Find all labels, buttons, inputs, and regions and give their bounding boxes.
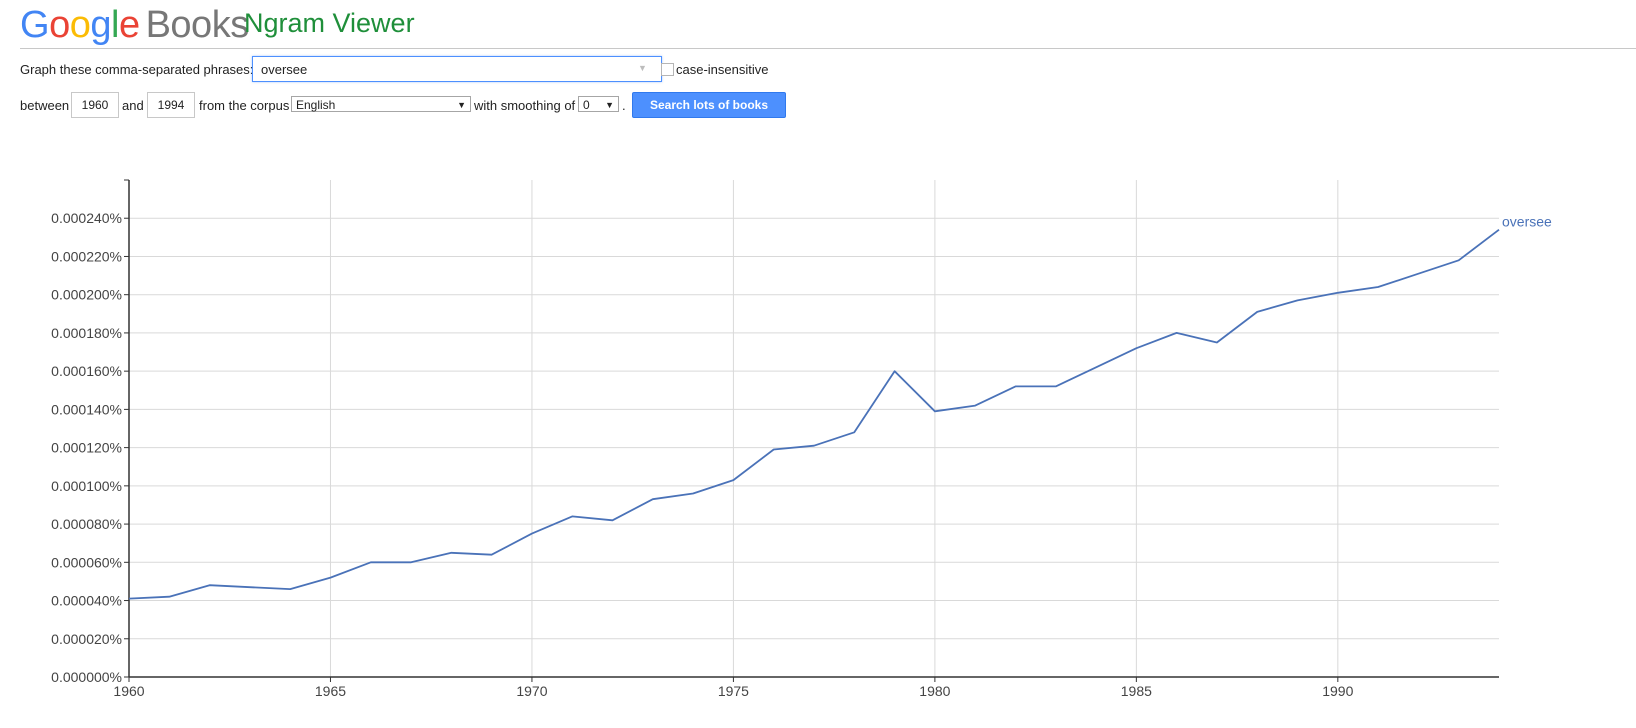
smoothing-label: with smoothing of bbox=[474, 98, 576, 113]
data-point bbox=[1055, 385, 1057, 387]
corpus-select-value: English bbox=[296, 98, 336, 112]
x-tick-label: 1985 bbox=[1121, 683, 1152, 699]
y-tick-label: 0.000140% bbox=[51, 401, 122, 417]
ngram-chart: 0.000000% 0.000020% 0.000040% 0.000060% 0.00… bbox=[51, 179, 1552, 699]
x-tick-label: 1980 bbox=[919, 683, 950, 699]
data-point bbox=[1014, 385, 1016, 387]
logo-letter: g bbox=[90, 4, 111, 46]
data-point bbox=[128, 597, 130, 599]
data-point bbox=[1377, 286, 1379, 288]
dropdown-arrow-icon: ▼ bbox=[605, 100, 614, 110]
data-point bbox=[732, 479, 734, 481]
data-point bbox=[531, 532, 533, 534]
logo-books-text: Books bbox=[145, 4, 250, 46]
corpus-select[interactable]: English ▼ bbox=[291, 96, 471, 112]
data-point bbox=[853, 431, 855, 433]
corpus-label: from the corpus bbox=[199, 98, 290, 113]
data-point bbox=[1135, 347, 1137, 349]
y-tick-label: 0.000020% bbox=[51, 631, 122, 647]
data-point bbox=[813, 445, 815, 447]
y-tick-label: 0.000180% bbox=[51, 325, 122, 341]
x-tick-label: 1960 bbox=[113, 683, 144, 699]
x-tick-label: 1990 bbox=[1322, 683, 1353, 699]
data-point bbox=[1095, 366, 1097, 368]
data-point bbox=[208, 584, 210, 586]
data-point bbox=[370, 561, 372, 563]
y-tick-label: 0.000200% bbox=[51, 287, 122, 303]
data-point bbox=[410, 561, 412, 563]
y-tick-label: 0.000000% bbox=[51, 669, 122, 685]
y-tick-label: 0.000120% bbox=[51, 440, 122, 456]
series-label: oversee bbox=[1502, 214, 1552, 230]
case-insensitive-label: case-insensitive bbox=[676, 62, 769, 77]
and-label: and bbox=[122, 98, 144, 113]
case-insensitive-checkbox[interactable] bbox=[661, 63, 674, 76]
y-tick-label: 0.000100% bbox=[51, 478, 122, 494]
data-point bbox=[1498, 229, 1500, 231]
data-point bbox=[1417, 272, 1419, 274]
y-tick-label: 0.000080% bbox=[51, 516, 122, 532]
data-point bbox=[249, 586, 251, 588]
smoothing-select-value: 0 bbox=[583, 98, 590, 112]
app-title: Ngram Viewer bbox=[244, 8, 415, 38]
period-text: . bbox=[622, 98, 626, 113]
end-year-input[interactable] bbox=[147, 92, 195, 118]
y-tick-label: 0.000220% bbox=[51, 248, 122, 264]
google-books-logo[interactable]: Google Books bbox=[20, 4, 249, 47]
data-point bbox=[450, 552, 452, 554]
data-point bbox=[571, 515, 573, 517]
series-line bbox=[128, 228, 1500, 600]
start-year-input[interactable] bbox=[71, 92, 119, 118]
logo-letter: e bbox=[118, 4, 140, 46]
x-tick-label: 1965 bbox=[315, 683, 346, 699]
search-button[interactable]: Search lots of books bbox=[632, 92, 786, 118]
data-point bbox=[329, 576, 331, 578]
smoothing-select[interactable]: 0 ▼ bbox=[578, 96, 619, 112]
x-tick-label: 1970 bbox=[516, 683, 547, 699]
logo-letter: o bbox=[69, 4, 91, 46]
data-point bbox=[1296, 299, 1298, 301]
data-point bbox=[934, 410, 936, 412]
data-point bbox=[1256, 311, 1258, 313]
data-point bbox=[974, 404, 976, 406]
data-point bbox=[652, 498, 654, 500]
phrases-label: Graph these comma-separated phrases: bbox=[20, 62, 254, 77]
data-point bbox=[893, 370, 895, 372]
logo-letter: o bbox=[49, 4, 70, 46]
data-point bbox=[289, 588, 291, 590]
logo-letter: G bbox=[20, 4, 50, 46]
data-point bbox=[692, 492, 694, 494]
data-point bbox=[611, 519, 613, 521]
phrases-dropdown-icon[interactable]: ▼ bbox=[638, 63, 647, 73]
between-label: between bbox=[20, 98, 70, 113]
y-tick-label: 0.000240% bbox=[51, 210, 122, 226]
data-point bbox=[1458, 259, 1460, 261]
data-point bbox=[168, 596, 170, 598]
header: Google Books Ngram Viewer bbox=[20, 0, 1636, 49]
dropdown-arrow-icon: ▼ bbox=[457, 100, 466, 110]
data-point bbox=[773, 448, 775, 450]
logo-letter: l bbox=[110, 4, 119, 46]
y-tick-label: 0.000060% bbox=[51, 554, 122, 570]
phrases-input[interactable] bbox=[252, 56, 662, 82]
data-point bbox=[1175, 332, 1177, 334]
data-point bbox=[490, 553, 492, 555]
x-tick-label: 1975 bbox=[718, 683, 749, 699]
data-point bbox=[1216, 341, 1218, 343]
y-tick-label: 0.000160% bbox=[51, 363, 122, 379]
data-point bbox=[1337, 292, 1339, 294]
y-tick-label: 0.000040% bbox=[51, 593, 122, 609]
